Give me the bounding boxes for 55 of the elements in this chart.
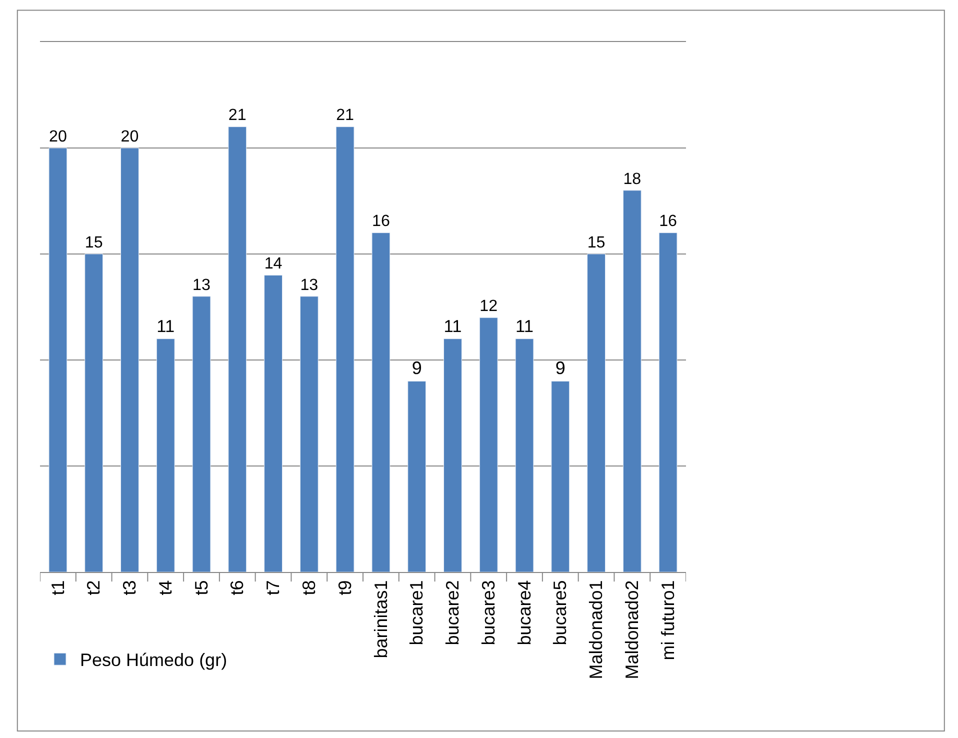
x-tick-label: t5 [191,580,212,596]
data-label: 9 [555,358,566,378]
bar [336,126,354,572]
x-tick-label: Maldonado2 [622,580,642,680]
data-label: 16 [659,212,678,230]
x-tick-label: bucare5 [550,580,570,646]
x-tick-label: bucare3 [478,580,498,646]
data-label: 15 [84,233,103,252]
data-label: 11 [516,316,534,336]
bar [84,254,104,572]
x-tick-label: t6 [227,580,248,596]
bar [300,296,318,572]
bar [408,380,426,572]
bar [48,148,68,572]
x-tick-label: t7 [263,580,284,596]
x-tick-label: bucare1 [406,580,427,646]
data-label: 14 [264,254,282,273]
data-label: 21 [336,106,354,124]
bar [228,126,247,572]
data-label: 13 [192,276,210,294]
x-tick-label: Maldonado1 [586,580,606,680]
bar [444,338,462,572]
bar [479,317,498,572]
bar [120,148,139,572]
bar [622,190,642,572]
x-tick-label: bucare4 [514,580,534,646]
bar [551,380,570,572]
x-tick-label: t1 [48,580,68,596]
bar [156,338,175,572]
data-label: 13 [300,276,318,294]
bar [587,254,606,572]
data-label: 20 [120,127,139,146]
data-label: 11 [156,316,175,336]
data-label: 11 [444,316,462,336]
x-tick-label: barinitas1 [370,580,391,658]
x-tick-label: t8 [299,580,320,596]
data-label: 16 [372,212,390,230]
data-label: 18 [623,170,642,188]
data-label: 20 [48,127,67,146]
data-label: 15 [587,233,606,252]
x-tick-label: t9 [334,580,355,596]
x-tick-label: t3 [120,580,140,596]
x-tick-label: bucare2 [442,580,463,646]
x-tick-label: t2 [84,580,104,596]
bar [192,296,211,572]
bar [372,232,390,572]
legend-label: Peso Húmedo (gr) [80,650,228,670]
bar [264,274,282,572]
data-label: 21 [228,106,246,124]
bar [515,338,534,572]
x-tick-label: t4 [155,580,176,596]
data-label: 9 [412,358,422,378]
bar [658,232,678,572]
data-label: 12 [480,297,498,316]
x-tick-label: mi futuro1 [658,580,678,660]
